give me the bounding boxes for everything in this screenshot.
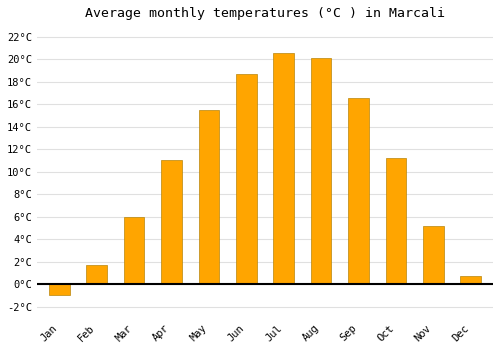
Bar [460,276,481,284]
Bar [161,160,182,284]
Bar [198,110,219,284]
Bar [124,217,144,284]
Bar [86,265,107,284]
Bar [49,284,70,295]
Title: Average monthly temperatures (°C ) in Marcali: Average monthly temperatures (°C ) in Ma… [85,7,445,20]
Bar [348,98,368,284]
Bar [236,74,256,284]
Bar [386,158,406,284]
Bar [310,58,332,284]
Bar [423,226,444,284]
Bar [274,54,294,284]
